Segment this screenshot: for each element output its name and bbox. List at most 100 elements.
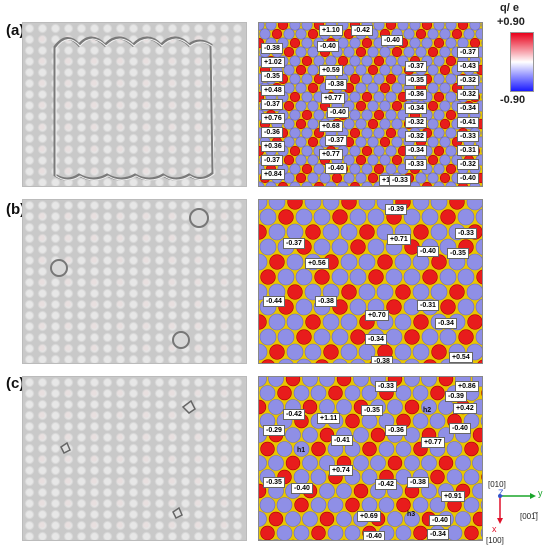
metal-atom	[412, 200, 430, 211]
metal-atom	[476, 539, 482, 540]
metal-atom	[385, 55, 397, 67]
oxygen-atom	[345, 413, 360, 429]
metal-atom	[395, 441, 412, 457]
oxygen-atom	[367, 118, 379, 130]
metal-atom	[480, 528, 482, 538]
metal-atom	[285, 511, 301, 527]
oxygen-atom	[440, 209, 456, 225]
metal-atom	[302, 377, 318, 387]
metal-atom	[319, 377, 335, 387]
oxygen-atom	[449, 200, 465, 210]
oxygen-atom	[269, 254, 285, 270]
oxygen-atom	[355, 46, 367, 58]
metal-atom	[295, 82, 307, 94]
oxygen-atom	[311, 441, 326, 457]
axis-bottom-label: [100]	[486, 536, 504, 545]
oxygen-atom	[430, 469, 445, 485]
metal-atom	[259, 253, 268, 271]
oxygen-atom	[481, 60, 482, 62]
oxygen-atom	[277, 385, 292, 401]
oxygen-atom	[259, 314, 267, 330]
charge-label: -0.33	[455, 228, 477, 239]
metal-atom	[445, 145, 457, 157]
metal-atom	[343, 172, 355, 184]
metal-atom	[404, 455, 420, 471]
metal-atom	[259, 181, 265, 186]
metal-atom	[336, 511, 352, 527]
metal-atom	[480, 444, 482, 454]
metal-atom	[349, 298, 367, 316]
oxygen-atom	[422, 269, 438, 285]
oxygen-atom	[349, 73, 361, 85]
oxygen-atom	[289, 91, 301, 103]
metal-atom	[457, 268, 475, 286]
charge-label: -0.35	[405, 75, 427, 86]
charge-label: -0.36	[405, 89, 427, 100]
metal-atom	[385, 328, 403, 346]
site-marker-h2: h2	[423, 407, 432, 414]
oxygen-atom	[444, 539, 448, 540]
oxygen-atom	[285, 455, 301, 471]
oxygen-atom	[449, 284, 465, 300]
charge-label: +0.71	[387, 234, 411, 245]
metal-atom	[268, 223, 286, 241]
oxygen-atom	[367, 64, 379, 76]
oxygen-atom	[301, 163, 313, 175]
oxygen-atom	[287, 200, 303, 210]
colorbar	[510, 32, 534, 92]
metal-atom	[355, 172, 367, 184]
charge-label: -0.33	[389, 175, 411, 186]
colorbar-min: -0.90	[500, 94, 526, 106]
metal-atom	[259, 283, 268, 301]
charge-label: -0.35	[361, 405, 383, 416]
metal-atom	[427, 28, 439, 40]
charge-label: +1.10	[319, 25, 343, 36]
metal-atom	[349, 145, 361, 157]
charge-label: -0.31	[457, 145, 479, 156]
metal-atom	[307, 64, 319, 76]
oxygen-atom	[393, 539, 397, 540]
charge-label: -0.44	[263, 296, 285, 307]
oxygen-atom	[285, 377, 301, 387]
metal-atom	[344, 525, 361, 540]
oxygen-atom	[385, 127, 397, 139]
metal-atom	[259, 238, 277, 256]
charge-label: -0.29	[263, 425, 285, 436]
metal-atom	[286, 253, 304, 271]
oxygen-atom	[294, 497, 309, 513]
metal-atom	[323, 539, 331, 540]
metal-atom	[358, 283, 376, 301]
metal-atom	[259, 23, 265, 31]
oxygen-atom	[350, 181, 360, 186]
oxygen-atom	[361, 145, 373, 157]
metal-atom	[358, 253, 376, 271]
oxygen-atom	[391, 46, 403, 58]
metal-atom	[403, 28, 415, 40]
oxygen-atom	[377, 254, 393, 270]
metal-atom	[276, 497, 293, 513]
metal-atom	[439, 154, 451, 166]
metal-atom	[276, 441, 293, 457]
metal-atom	[293, 385, 310, 401]
metal-atom	[373, 145, 385, 157]
oxygen-atom	[433, 37, 445, 49]
oxygen-atom	[342, 539, 346, 540]
metal-atom	[344, 385, 361, 401]
metal-atom	[361, 127, 373, 139]
metal-atom	[387, 511, 403, 527]
oxygen-atom	[289, 145, 301, 157]
stm-image-b	[22, 199, 247, 364]
metal-atom	[430, 200, 448, 211]
oxygen-atom	[283, 100, 295, 112]
metal-atom	[349, 268, 367, 286]
oxygen-atom	[341, 284, 357, 300]
oxygen-atom	[445, 163, 457, 175]
oxygen-atom	[427, 154, 439, 166]
oxygen-atom	[260, 441, 275, 457]
axis-x-label: x	[492, 524, 497, 534]
metal-atom	[313, 328, 331, 346]
metal-atom	[268, 200, 286, 211]
metal-atom	[472, 455, 482, 471]
metal-atom	[421, 208, 439, 226]
metal-atom	[445, 127, 457, 139]
